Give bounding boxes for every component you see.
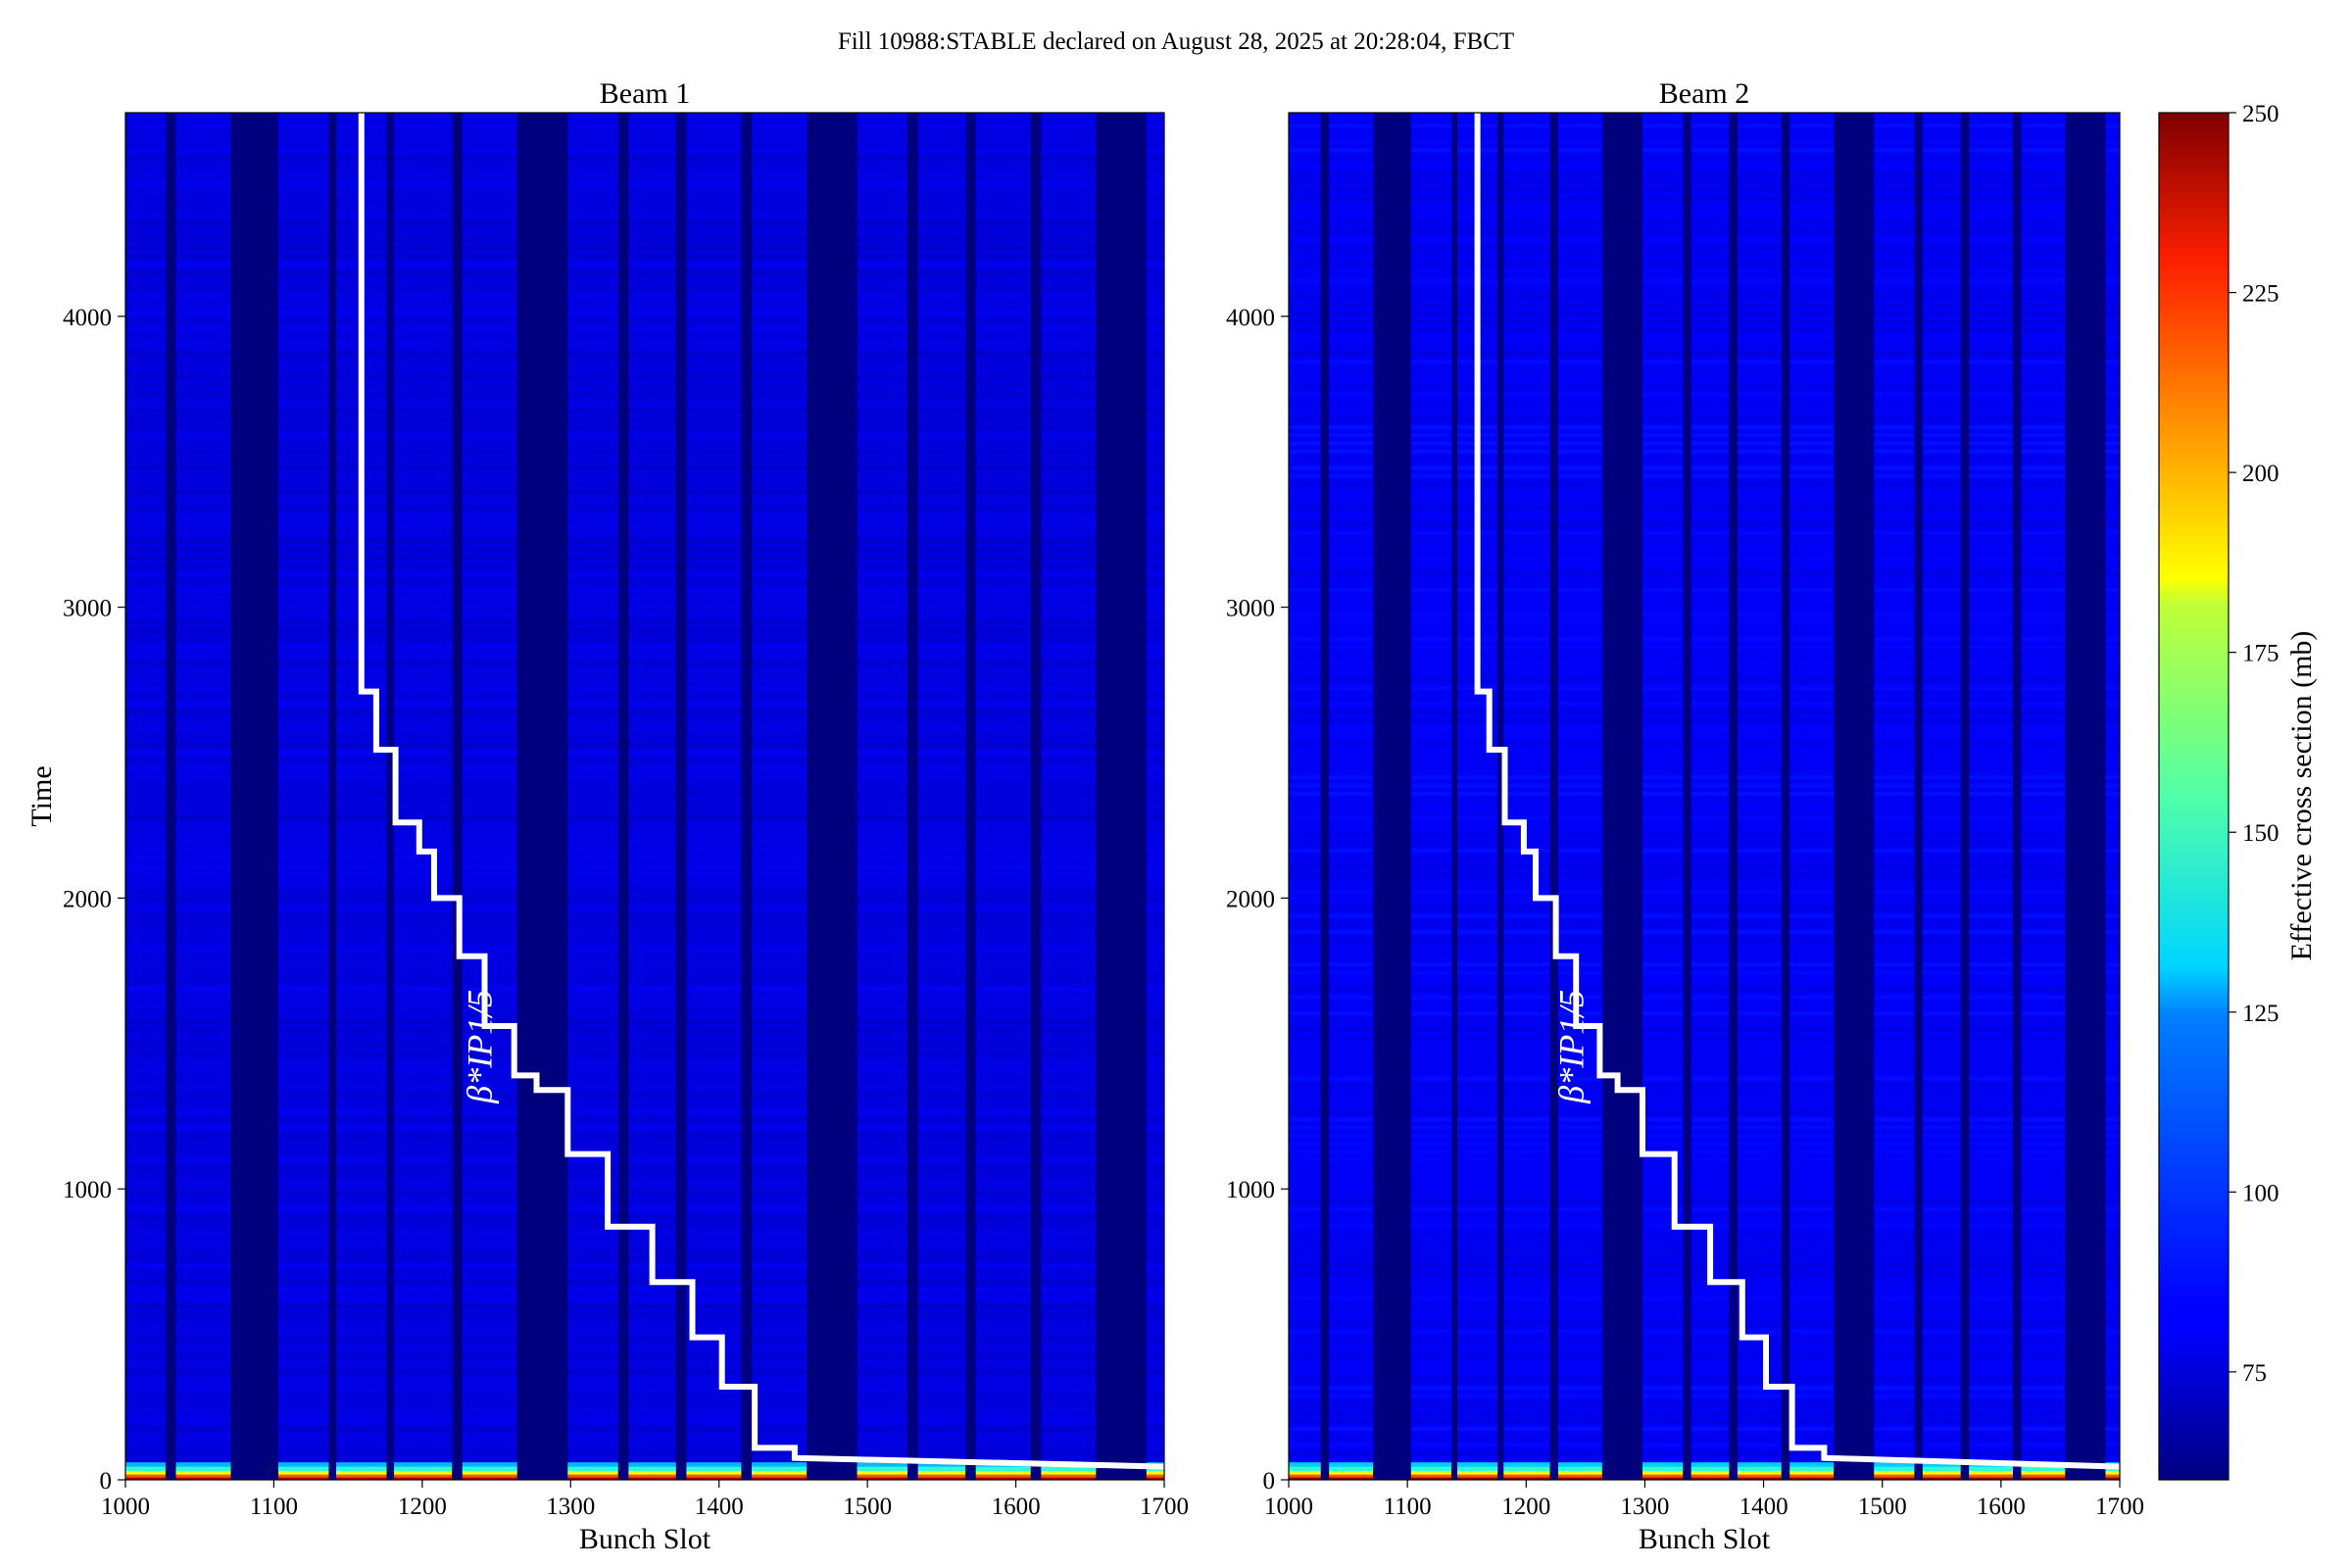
y-axis: 0 1000 2000 3000 4000 [1226, 305, 1289, 1494]
empty-slot-column [1096, 113, 1147, 1480]
empty-slot-columns [1320, 113, 2106, 1480]
empty-slot-column [907, 113, 918, 1480]
empty-slot-column [1601, 113, 1643, 1480]
colorbar-tick-label: 150 [2242, 820, 2279, 847]
empty-slot-column [230, 113, 278, 1480]
x-tick-label: 1100 [250, 1494, 298, 1520]
colorbar-tick-label: 125 [2242, 1001, 2279, 1027]
empty-slot-column [1914, 113, 1923, 1480]
heatmap-background [1289, 113, 2120, 1480]
beta-star-step-line [358, 113, 1164, 1470]
x-tick-label: 1700 [1140, 1494, 1189, 1520]
empty-slot-column [452, 113, 463, 1480]
empty-slot-column [165, 113, 176, 1480]
empty-slot-column [965, 113, 976, 1480]
heatmap-texture [1289, 115, 2120, 1480]
empty-slot-column [1729, 113, 1738, 1480]
figure-suptitle: Fill 10988:STABLE declared on August 28,… [838, 28, 1514, 55]
x-tick-label: 1500 [843, 1494, 892, 1520]
beam-2-panel: β*IP1/5 1000 1100 1200 1300 1400 1500 1600 1700 B… [1226, 77, 2144, 1555]
beta-star-step-line [1474, 113, 2120, 1470]
plot-frame [1288, 112, 2121, 1481]
colorbar-tick-label: 100 [2242, 1180, 2279, 1206]
empty-slot-column [1781, 113, 1790, 1480]
empty-slot-column [617, 113, 629, 1480]
x-tick-label: 1700 [2095, 1494, 2144, 1520]
empty-slot-column [675, 113, 687, 1480]
colorbar-tick-label: 75 [2242, 1360, 2267, 1387]
empty-slot-column [1030, 113, 1042, 1480]
colorbar-tick-label: 250 [2242, 101, 2279, 127]
colorbar-ticks: 75 100 125 150 175 200 225 250 [2229, 101, 2279, 1387]
panel-title: Beam 2 [1659, 77, 1749, 110]
x-tick-label: 1400 [695, 1494, 744, 1520]
empty-slot-column [1497, 113, 1504, 1480]
empty-slot-column [1683, 113, 1691, 1480]
x-axis-label: Bunch Slot [579, 1523, 711, 1555]
empty-slot-column [2065, 113, 2106, 1480]
panel-title: Beam 1 [600, 77, 690, 110]
beta-star-annotation: β*IP1/5 [460, 990, 499, 1104]
colorbar-tick-label: 225 [2242, 281, 2279, 308]
heatmap-area [125, 113, 1164, 1480]
empty-slot-column [807, 113, 858, 1480]
empty-slot-column [1834, 113, 1875, 1480]
empty-slot-column [386, 113, 395, 1480]
x-tick-label: 1300 [1620, 1494, 1669, 1520]
x-axis: 1000 1100 1200 1300 1400 1500 1600 1700 Bunch Sl… [1264, 1480, 2144, 1555]
colorbar-tick-label: 175 [2242, 641, 2279, 667]
y-tick-label: 2000 [1226, 886, 1275, 912]
beta-star-annotation: β*IP1/5 [1552, 990, 1592, 1104]
y-tick-label: 4000 [63, 305, 112, 331]
y-tick-label: 1000 [63, 1177, 112, 1203]
colorbar-gradient [2158, 112, 2230, 1481]
colorbar: 75 100 125 150 175 200 225 250 Effective cross … [2158, 101, 2318, 1481]
x-tick-label: 1600 [1977, 1494, 2026, 1520]
empty-slot-column [1549, 113, 1558, 1480]
x-tick-label: 1100 [1384, 1494, 1432, 1520]
y-tick-label: 4000 [1226, 305, 1275, 331]
x-tick-label: 1600 [992, 1494, 1041, 1520]
colorbar-tick-label: 200 [2242, 461, 2279, 487]
heatmap-area [1289, 113, 2120, 1480]
empty-slot-column [1450, 113, 1458, 1480]
y-tick-label: 3000 [1226, 596, 1275, 622]
y-axis: 0 1000 2000 3000 4000 Time [25, 305, 125, 1494]
y-axis-label: Time [25, 765, 58, 826]
colorbar-label: Effective cross section (mb) [2285, 631, 2318, 961]
early-high-band [1289, 1462, 2120, 1480]
y-tick-label: 0 [1263, 1468, 1276, 1494]
empty-slot-columns [165, 113, 1147, 1480]
x-tick-label: 1500 [1858, 1494, 1907, 1520]
plot-frame [124, 112, 1165, 1481]
x-tick-label: 1200 [1501, 1494, 1550, 1520]
y-tick-label: 2000 [63, 886, 112, 912]
empty-slot-column [1320, 113, 1330, 1480]
x-axis: 1000 1100 1200 1300 1400 1500 1600 1700 Bunch Sl… [101, 1480, 1189, 1555]
x-tick-label: 1300 [546, 1494, 595, 1520]
empty-slot-column [2012, 113, 2022, 1480]
empty-slot-column [741, 113, 753, 1480]
x-tick-label: 1400 [1740, 1494, 1788, 1520]
y-tick-label: 0 [100, 1468, 113, 1494]
empty-slot-column [1373, 113, 1411, 1480]
empty-slot-column [516, 113, 568, 1480]
early-high-band [125, 1462, 1164, 1480]
x-tick-label: 1000 [1264, 1494, 1313, 1520]
heatmap-background [125, 113, 1164, 1480]
x-axis-label: Bunch Slot [1639, 1523, 1771, 1555]
heatmap-texture [125, 115, 1164, 1480]
y-tick-label: 1000 [1226, 1177, 1275, 1203]
empty-slot-column [1960, 113, 1970, 1480]
x-tick-label: 1000 [101, 1494, 150, 1520]
y-tick-label: 3000 [63, 596, 112, 622]
beam-1-panel: β*IP1/5 1000 1100 1200 1300 1400 1500 1600 1700 B… [25, 77, 1189, 1555]
x-tick-label: 1200 [398, 1494, 447, 1520]
empty-slot-column [328, 113, 337, 1480]
